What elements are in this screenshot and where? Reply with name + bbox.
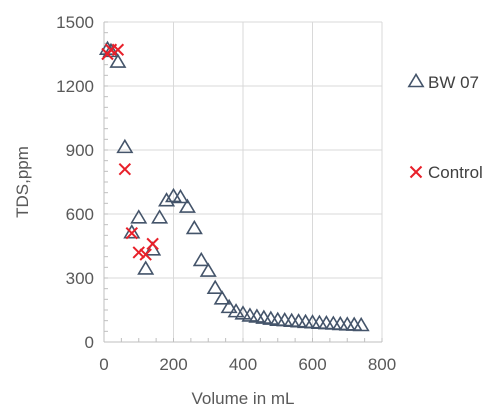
control-point bbox=[139, 248, 152, 261]
legend-marker-control bbox=[409, 165, 423, 179]
bw07-point bbox=[151, 209, 169, 224]
legend-label: BW 07 bbox=[428, 73, 479, 92]
legend-label: Control bbox=[428, 163, 483, 182]
bw07-point bbox=[171, 188, 189, 204]
bw07-point bbox=[109, 53, 127, 68]
control-point bbox=[125, 226, 139, 240]
y-tick-label: 1500 bbox=[56, 13, 94, 32]
bw07-point bbox=[130, 209, 148, 224]
control-point bbox=[118, 162, 132, 176]
x-tick-label: 600 bbox=[298, 355, 326, 374]
y-tick-label: 1200 bbox=[56, 77, 94, 96]
tick-labels: 0 300 600 900 1200 1500 0 200 400 600 800 bbox=[56, 13, 396, 374]
y-tick-label: 900 bbox=[66, 141, 94, 160]
bw07-point bbox=[220, 298, 238, 314]
y-axis-title: TDS,ppm bbox=[13, 146, 32, 218]
bw07-point bbox=[116, 138, 134, 154]
x-tick-label: 0 bbox=[99, 355, 108, 374]
x-tick-label: 400 bbox=[229, 355, 257, 374]
bw07-point bbox=[213, 290, 231, 305]
bw07-point bbox=[352, 316, 370, 332]
x-tick-label: 800 bbox=[368, 355, 396, 374]
control-point bbox=[146, 237, 159, 251]
data-points bbox=[98, 40, 370, 332]
bw07-point bbox=[199, 262, 217, 277]
bw07-point bbox=[178, 198, 196, 213]
control-point bbox=[132, 246, 145, 259]
bw07-point bbox=[123, 224, 141, 239]
legend: BW 07 Control bbox=[407, 72, 483, 182]
bw07-point bbox=[185, 219, 203, 235]
y-tick-label: 600 bbox=[66, 205, 94, 224]
bw07-point bbox=[137, 260, 155, 275]
bw07-point bbox=[234, 305, 252, 320]
x-axis-title: Volume in mL bbox=[192, 389, 295, 408]
bw07-point bbox=[227, 303, 245, 318]
control-point bbox=[111, 43, 125, 56]
bw07-point bbox=[158, 192, 176, 207]
grid-lines bbox=[104, 21, 383, 342]
bw07-point bbox=[192, 251, 210, 267]
x-tick-label: 200 bbox=[159, 355, 187, 374]
bw07-point bbox=[206, 279, 224, 294]
y-tick-label: 300 bbox=[66, 269, 94, 288]
y-tick-label: 0 bbox=[85, 333, 94, 352]
legend-marker-bw07 bbox=[407, 72, 425, 88]
